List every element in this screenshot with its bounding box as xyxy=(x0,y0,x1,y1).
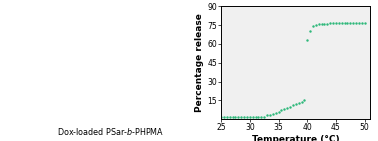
Text: Dox-loaded PSar-$b$-PHPMA: Dox-loaded PSar-$b$-PHPMA xyxy=(57,126,164,137)
X-axis label: Temperature (°C): Temperature (°C) xyxy=(252,135,339,141)
Y-axis label: Percentage release: Percentage release xyxy=(195,13,204,112)
